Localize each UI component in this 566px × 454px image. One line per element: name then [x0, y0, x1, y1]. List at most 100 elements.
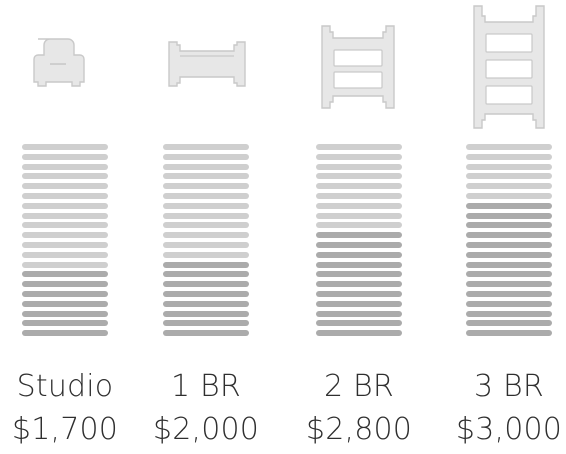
bar-segment: [163, 251, 249, 258]
bar-segment: [466, 144, 552, 150]
bar-segment: [466, 222, 552, 229]
2br-label: 2 BR: [324, 369, 394, 404]
bar-segment: [163, 163, 249, 170]
bar-segment: [22, 212, 108, 219]
bar-segment: [163, 144, 249, 150]
bar-segment: [163, 232, 249, 239]
bar-segment: [163, 310, 249, 317]
bar-segment: [22, 144, 108, 150]
bar-segment: [466, 251, 552, 258]
studio-bar-stack: [22, 144, 108, 340]
bar-segment: [316, 153, 402, 160]
bar-segment: [316, 232, 402, 239]
bar-segment: [316, 202, 402, 209]
bar-segment: [466, 183, 552, 190]
bar-segment: [163, 271, 249, 278]
bar-segment: [22, 202, 108, 209]
studio-unit-icon: [0, 0, 130, 134]
bar-segment: [316, 251, 402, 258]
one-bedroom-unit-icon: [141, 0, 271, 134]
1br-price: $2,000: [152, 412, 260, 447]
studio-label: Studio: [16, 369, 114, 404]
bar-segment: [22, 173, 108, 180]
bar-segment: [163, 320, 249, 327]
bar-segment: [466, 330, 552, 337]
bar-segment: [466, 212, 552, 219]
unit-column-3br: 3 BR $3,000: [444, 0, 566, 454]
bar-segment: [22, 271, 108, 278]
bar-segment: [316, 222, 402, 229]
2br-bar-stack: [316, 144, 402, 340]
bar-segment: [466, 241, 552, 248]
bar-segment: [22, 192, 108, 199]
bar-segment: [466, 290, 552, 297]
bar-segment: [466, 163, 552, 170]
1br-label: 1 BR: [171, 369, 241, 404]
bar-segment: [466, 281, 552, 288]
bar-segment: [316, 330, 402, 337]
bar-segment: [466, 261, 552, 268]
bar-segment: [22, 153, 108, 160]
bar-segment: [466, 271, 552, 278]
studio-price: $1,700: [11, 412, 119, 447]
3br-label: 3 BR: [474, 369, 544, 404]
bar-segment: [316, 281, 402, 288]
bar-segment: [22, 163, 108, 170]
bar-segment: [316, 144, 402, 150]
bar-segment: [163, 192, 249, 199]
bar-segment: [22, 232, 108, 239]
3br-bar-stack: [466, 144, 552, 340]
bar-segment: [22, 222, 108, 229]
bar-segment: [316, 192, 402, 199]
bar-segment: [163, 241, 249, 248]
bar-segment: [163, 281, 249, 288]
bar-segment: [22, 251, 108, 258]
bar-segment: [316, 173, 402, 180]
bar-segment: [163, 183, 249, 190]
bar-segment: [163, 173, 249, 180]
bar-segment: [316, 163, 402, 170]
bar-segment: [22, 330, 108, 337]
1br-bar-stack: [163, 144, 249, 340]
bar-segment: [22, 281, 108, 288]
bar-segment: [163, 212, 249, 219]
bar-segment: [22, 241, 108, 248]
bar-segment: [466, 300, 552, 307]
bar-segment: [316, 183, 402, 190]
bar-segment: [316, 261, 402, 268]
bar-segment: [22, 300, 108, 307]
bar-segment: [466, 202, 552, 209]
2br-price: $2,800: [305, 412, 413, 447]
bar-segment: [163, 222, 249, 229]
bar-segment: [466, 232, 552, 239]
bar-segment: [466, 310, 552, 317]
unit-column-1br: 1 BR $2,000: [141, 0, 271, 454]
bar-segment: [22, 310, 108, 317]
bar-segment: [22, 320, 108, 327]
unit-column-2br: 2 BR $2,800: [294, 0, 424, 454]
bar-segment: [316, 241, 402, 248]
bar-segment: [316, 271, 402, 278]
bar-segment: [163, 290, 249, 297]
bar-segment: [22, 183, 108, 190]
bar-segment: [316, 290, 402, 297]
bar-segment: [466, 192, 552, 199]
bar-segment: [316, 212, 402, 219]
bar-segment: [22, 290, 108, 297]
bar-segment: [316, 300, 402, 307]
bar-segment: [163, 202, 249, 209]
bar-segment: [163, 261, 249, 268]
bar-segment: [163, 330, 249, 337]
bar-segment: [466, 173, 552, 180]
3br-price: $3,000: [455, 412, 563, 447]
bar-segment: [22, 261, 108, 268]
bar-segment: [163, 153, 249, 160]
bar-segment: [466, 153, 552, 160]
unit-column-studio: Studio $1,700: [0, 0, 130, 454]
three-bedroom-unit-icon: [444, 0, 566, 134]
bar-segment: [466, 320, 552, 327]
bar-segment: [163, 300, 249, 307]
two-bedroom-unit-icon: [294, 0, 424, 134]
bar-segment: [316, 310, 402, 317]
